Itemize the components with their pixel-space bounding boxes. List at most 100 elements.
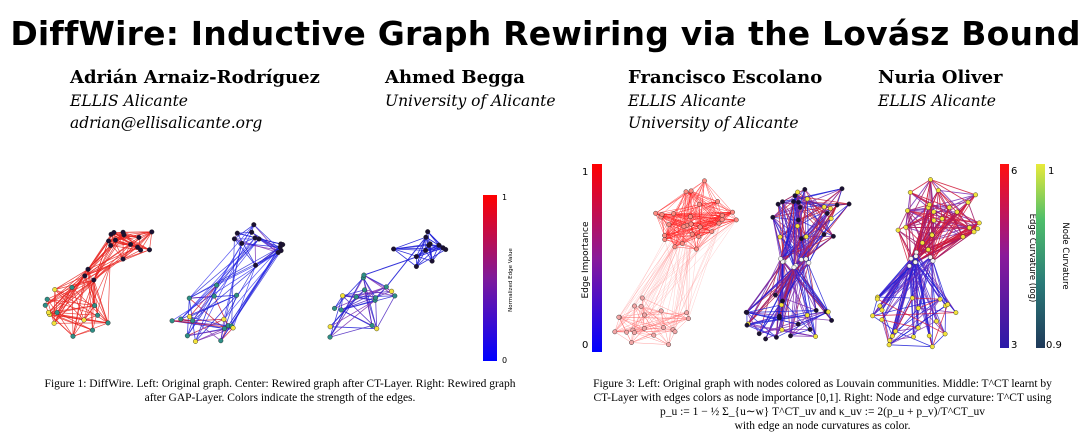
graph-node bbox=[772, 292, 778, 298]
graph-node bbox=[234, 292, 240, 298]
graph-edge bbox=[87, 269, 93, 331]
graph-edge bbox=[376, 295, 396, 329]
graph-edge bbox=[690, 190, 723, 216]
graph-edge bbox=[907, 210, 964, 238]
graph-node bbox=[930, 258, 936, 264]
author-affiliation: ELLIS Alicante bbox=[628, 92, 746, 110]
graph-edge bbox=[888, 304, 948, 346]
graph-edge bbox=[780, 258, 783, 302]
graph-node bbox=[788, 333, 793, 339]
graph-edge bbox=[416, 249, 446, 267]
graph-node bbox=[214, 282, 220, 288]
graph-edge bbox=[910, 192, 970, 229]
graph-edge bbox=[72, 279, 95, 337]
graph-edge bbox=[618, 316, 689, 319]
graph-edge bbox=[614, 310, 662, 333]
graph-edge bbox=[329, 299, 376, 338]
graph-edge bbox=[672, 219, 723, 330]
graph-edge bbox=[364, 289, 378, 329]
graph-edge bbox=[937, 189, 979, 230]
graph-edge bbox=[746, 315, 780, 326]
graph-edge bbox=[632, 219, 737, 331]
graph-edge bbox=[698, 211, 733, 237]
graph-node bbox=[907, 190, 913, 195]
graph-node bbox=[632, 330, 637, 336]
graph-edge bbox=[881, 319, 919, 329]
graph-node bbox=[830, 233, 836, 239]
graph-node bbox=[799, 236, 804, 242]
graph-edge bbox=[393, 247, 444, 250]
graph-edge bbox=[780, 189, 806, 259]
graph-edge bbox=[897, 210, 908, 231]
graph-node bbox=[797, 205, 803, 210]
author-affiliation: University of Alicante bbox=[628, 114, 799, 132]
graph-edge bbox=[57, 305, 95, 313]
graph-edge bbox=[907, 210, 912, 259]
graph-node bbox=[186, 314, 192, 320]
graph-node bbox=[827, 206, 833, 211]
node-curvature-colorbar bbox=[1036, 164, 1045, 348]
caption-line: Figure 1: DiffWire. Left: Original graph… bbox=[44, 378, 516, 390]
graph-edge bbox=[745, 261, 784, 313]
graph-node bbox=[937, 296, 943, 302]
graph-node bbox=[186, 295, 192, 301]
graph-edge bbox=[928, 260, 934, 336]
graph-edge bbox=[631, 306, 642, 343]
graph-node bbox=[919, 240, 925, 246]
graph-edge bbox=[909, 192, 911, 266]
graph-edge bbox=[664, 239, 687, 313]
graph-edge bbox=[329, 299, 376, 328]
author-3: Francisco Escolano ELLIS Alicante Univer… bbox=[628, 66, 822, 134]
graph-edge bbox=[92, 264, 111, 331]
graph-edge bbox=[805, 258, 829, 313]
graph-edge bbox=[790, 329, 811, 337]
graph-node bbox=[429, 258, 435, 264]
graph-edge bbox=[195, 327, 234, 342]
graph-edge bbox=[931, 304, 949, 347]
graph-node bbox=[425, 229, 431, 235]
graph-edge bbox=[932, 231, 975, 262]
graph-node bbox=[44, 296, 50, 302]
graph-node bbox=[715, 199, 721, 204]
author-name: Adrián Arnaiz-Rodríguez bbox=[70, 67, 320, 88]
graph-edge bbox=[881, 260, 934, 320]
graph-edge bbox=[634, 305, 669, 345]
graph-node bbox=[135, 244, 141, 250]
graph-node bbox=[369, 322, 375, 328]
graph-edge bbox=[696, 215, 723, 250]
graph-node bbox=[443, 247, 449, 253]
graph-node bbox=[906, 263, 912, 269]
graph-edge bbox=[746, 267, 795, 326]
graph-node bbox=[839, 186, 845, 192]
graph-edge bbox=[660, 211, 733, 218]
graph-edge bbox=[634, 180, 705, 307]
graph-node bbox=[846, 201, 852, 207]
graph-node bbox=[886, 342, 892, 348]
graph-edge bbox=[180, 238, 260, 320]
graph-edge bbox=[644, 216, 691, 316]
graph-edge bbox=[881, 261, 916, 320]
graph-node bbox=[870, 313, 875, 319]
graph-edge bbox=[683, 190, 692, 227]
graph-edge bbox=[932, 333, 946, 347]
graph-edge bbox=[793, 189, 806, 268]
graph-edge bbox=[642, 215, 723, 299]
graph-edge bbox=[189, 238, 260, 299]
graph-edge bbox=[776, 258, 781, 338]
graph-edge bbox=[929, 204, 980, 224]
graph-node bbox=[54, 310, 60, 316]
graph-edge bbox=[938, 189, 976, 196]
graph-node bbox=[887, 338, 893, 343]
graph-edge bbox=[634, 219, 737, 307]
graph-node bbox=[743, 309, 749, 315]
graph-edge bbox=[140, 231, 153, 251]
graph-edge bbox=[87, 232, 124, 270]
node-curvature-label: Node Curvature bbox=[1060, 222, 1070, 289]
graph-edge bbox=[187, 295, 215, 337]
graph-edge bbox=[793, 202, 799, 268]
graph-node bbox=[106, 238, 112, 244]
graph-edge bbox=[341, 295, 395, 311]
graph-edge bbox=[872, 315, 896, 332]
graph-node bbox=[671, 211, 677, 217]
graph-edge bbox=[685, 191, 687, 313]
